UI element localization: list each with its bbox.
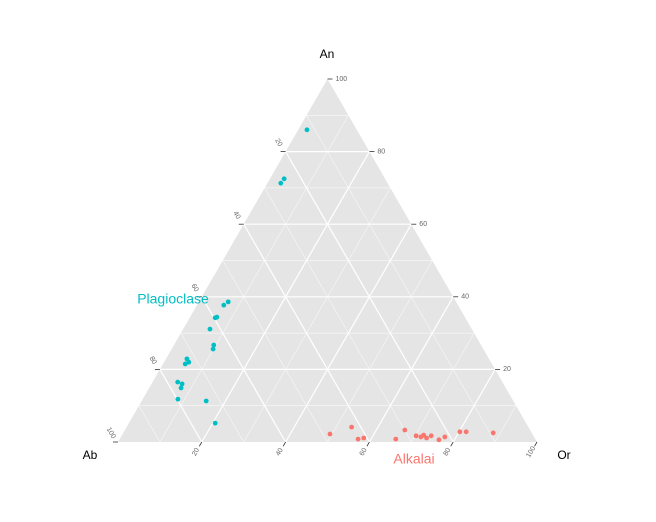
data-point	[327, 431, 333, 437]
series-label: Plagioclase	[137, 291, 209, 307]
top-tick-label: 100	[336, 76, 348, 83]
minor-grid-line	[180, 332, 244, 443]
top-tick-label: 20	[503, 366, 511, 373]
right-tick-label: 80	[443, 447, 453, 457]
tick-mark	[198, 441, 203, 447]
minor-grid-line	[494, 405, 517, 443]
left-tick-label: 80	[148, 355, 158, 365]
left-tick-label: 60	[190, 283, 200, 293]
top-tick-label: 40	[461, 294, 469, 301]
data-point	[424, 435, 429, 441]
data-point	[428, 433, 434, 439]
minor-grid-line	[243, 187, 391, 443]
data-point	[210, 346, 216, 352]
left-tick-label: 40	[231, 210, 241, 220]
series-label: Alkalai	[393, 451, 434, 467]
top-tick-label: 60	[419, 221, 427, 228]
data-point	[212, 420, 218, 426]
minor-grid-line	[327, 260, 433, 443]
data-point	[225, 299, 231, 305]
axis-label-top: An	[320, 47, 335, 61]
right-tick-label: 100	[525, 445, 537, 459]
minor-grid-line	[222, 260, 328, 443]
data-point	[203, 398, 209, 404]
minor-grid-line	[264, 187, 412, 443]
data-point	[304, 127, 310, 133]
minor-grid-line	[411, 332, 475, 443]
data-point	[179, 381, 185, 387]
axis-label-left: Ab	[83, 448, 98, 462]
right-tick-label: 40	[275, 447, 285, 457]
data-point	[212, 315, 218, 321]
minor-grid-line	[159, 115, 349, 443]
data-point	[355, 436, 361, 442]
axis-label-right: Or	[557, 448, 570, 462]
left-tick-label: 20	[273, 138, 283, 148]
data-point	[175, 379, 181, 385]
data-point	[281, 176, 287, 182]
data-point	[178, 385, 184, 391]
top-tick-label: 80	[377, 148, 385, 155]
tick-mark	[366, 441, 370, 447]
grid-line	[201, 296, 287, 443]
data-point	[463, 429, 469, 435]
data-point	[413, 433, 419, 439]
data-point	[436, 437, 442, 443]
data-point	[182, 361, 188, 367]
tick-mark	[282, 441, 286, 447]
right-tick-label: 20	[191, 447, 201, 457]
data-point	[175, 396, 181, 402]
data-point	[211, 342, 217, 348]
data-point	[457, 429, 463, 435]
data-point	[361, 435, 367, 441]
tick-mark	[450, 441, 454, 447]
minor-grid-line	[306, 115, 496, 443]
data-point	[442, 434, 448, 440]
data-point	[278, 180, 284, 186]
data-point	[490, 430, 496, 436]
grid-line	[285, 223, 412, 443]
grid-line	[159, 369, 203, 443]
data-point	[221, 302, 227, 308]
data-point	[207, 326, 213, 332]
minor-grid-line	[138, 405, 161, 443]
left-tick-label: 100	[105, 426, 117, 440]
grid-line	[243, 223, 370, 443]
right-tick-label: 60	[359, 447, 369, 457]
data-point	[186, 359, 192, 365]
data-point	[393, 436, 399, 442]
data-point	[402, 427, 408, 433]
data-point	[421, 432, 427, 438]
data-point	[349, 424, 354, 430]
grid-line	[368, 296, 454, 443]
tick-mark	[534, 441, 538, 447]
